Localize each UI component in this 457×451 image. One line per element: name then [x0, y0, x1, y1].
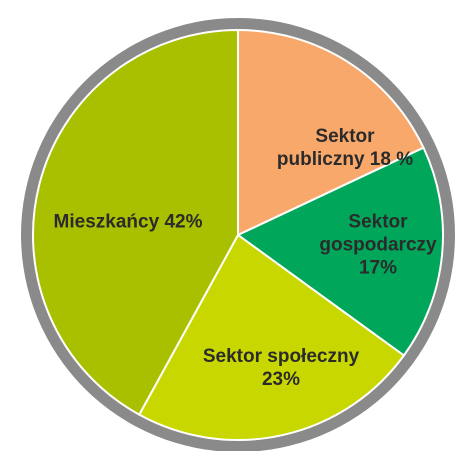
- slice-value: 18 %: [369, 149, 414, 170]
- slice-name: Sektor społeczny: [202, 346, 360, 367]
- pie-slice: [137, 233, 406, 441]
- slice-value: 17%: [358, 257, 398, 279]
- pie-slice: [237, 28, 425, 237]
- slice-label: Mieszkańcy 42%: [28, 211, 228, 234]
- slice-value: 23%: [261, 369, 301, 390]
- slice-label: Sektor społeczny 23%: [201, 345, 361, 391]
- slice-value: 42%: [164, 211, 203, 233]
- slice-label: Sektor publiczny 18 %: [270, 125, 420, 171]
- pie-slice: [236, 146, 444, 357]
- slice-name: Sektor publiczny: [276, 126, 375, 170]
- slice-name: Sektor gospodarczy: [319, 211, 437, 256]
- pie-slice: [32, 28, 239, 417]
- slice-name: Mieszkańcy: [53, 211, 160, 233]
- slice-label: Sektor gospodarczy 17%: [308, 211, 448, 280]
